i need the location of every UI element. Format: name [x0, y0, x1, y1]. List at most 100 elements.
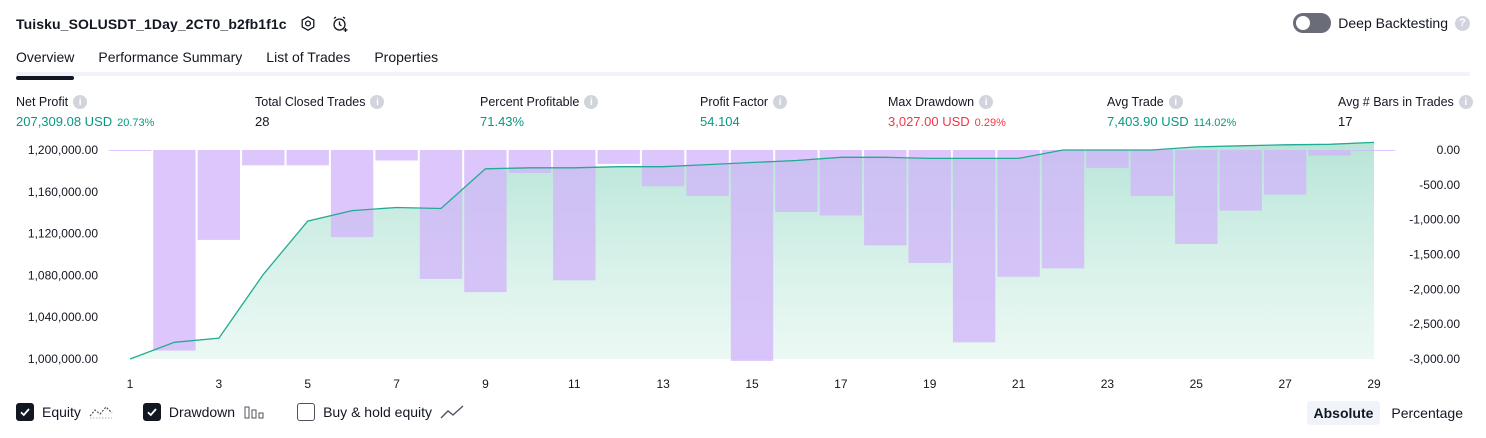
- metric-avg-bars: Avg # Bars in Trades i 17: [1338, 94, 1473, 129]
- add-alert-icon[interactable]: [329, 13, 351, 35]
- legend-equity[interactable]: Equity: [16, 403, 113, 421]
- equity-checkbox[interactable]: [16, 403, 34, 421]
- x-tick-label: 29: [1367, 377, 1381, 391]
- metric-percent: 20.73%: [117, 117, 155, 129]
- left-axis: 1,200,000.00 1,160,000.00 1,120,000.00 1,08…: [28, 143, 98, 366]
- info-icon[interactable]: i: [73, 95, 88, 109]
- x-tick-label: 13: [656, 377, 670, 391]
- metric-total-closed-trades: Total Closed Trades i 28: [255, 94, 385, 129]
- drawdown-bar: [197, 150, 240, 240]
- info-icon[interactable]: i: [370, 95, 385, 109]
- metric-label: Max Drawdown: [888, 95, 975, 109]
- chart-legend: Equity Drawdown Buy & hold equity: [16, 403, 464, 421]
- info-icon[interactable]: i: [1458, 95, 1473, 109]
- drawdown-bar: [153, 150, 196, 351]
- drawdown-bar: [641, 150, 685, 187]
- drawdown-bar: [908, 150, 951, 263]
- x-tick-label: 25: [1190, 377, 1204, 391]
- gear-icon[interactable]: [297, 13, 319, 35]
- metric-label: Percent Profitable: [480, 95, 580, 109]
- right-tick-label: -3,000.00: [1409, 352, 1460, 366]
- metric-label: Total Closed Trades: [255, 95, 366, 109]
- metric-value: 54.104: [700, 114, 740, 129]
- trend-line-icon: [440, 404, 464, 420]
- value-mode-switch: Absolute Percentage: [1306, 401, 1471, 425]
- x-tick-label: 23: [1101, 377, 1115, 391]
- help-icon[interactable]: ?: [1455, 15, 1470, 31]
- metric-value: 7,403.90 USD: [1107, 114, 1189, 129]
- drawdown-bar: [997, 150, 1040, 277]
- metric-label: Avg # Bars in Trades: [1338, 95, 1454, 109]
- equity-line-layer: [129, 141, 1375, 360]
- drawdown-bar: [864, 150, 907, 246]
- drawdown-bar: [730, 150, 774, 361]
- info-icon[interactable]: i: [1168, 95, 1183, 109]
- metric-max-drawdown: Max Drawdown i 3,027.00 USD 0.29%: [888, 94, 1006, 129]
- legend-buy-hold[interactable]: Buy & hold equity: [297, 403, 464, 421]
- legend-drawdown-label: Drawdown: [168, 404, 236, 420]
- metric-profit-factor: Profit Factor i 54.104: [700, 94, 788, 129]
- x-tick-label: 7: [393, 377, 400, 391]
- metric-label: Profit Factor: [700, 95, 769, 109]
- equity-line-icon: [89, 404, 113, 420]
- drawdown-bar: [419, 150, 463, 279]
- drawdown-checkbox[interactable]: [142, 403, 161, 421]
- tab-performance-summary[interactable]: Performance Summary: [98, 49, 243, 65]
- metric-net-profit: Net Profit i 207,309.08 USD 20.73%: [16, 94, 154, 129]
- x-axis: 1 3 5 7 9 11 13 15 17 19 21 23 25 27 29: [127, 377, 1381, 391]
- drawdown-bar: [597, 150, 640, 164]
- buy-hold-checkbox[interactable]: [297, 403, 316, 421]
- tab-bar: Overview Performance Summary List of Tra…: [16, 46, 1470, 80]
- metric-value: 17: [1338, 114, 1353, 129]
- left-tick-label: 1,200,000.00: [28, 143, 98, 157]
- equity-drawdown-chart[interactable]: 1,200,000.00 1,160,000.00 1,120,000.00 1,08…: [0, 140, 1486, 396]
- tab-properties[interactable]: Properties: [374, 49, 439, 65]
- absolute-button[interactable]: Absolute: [1306, 401, 1381, 425]
- metric-label: Net Profit: [16, 95, 69, 109]
- tab-list-of-trades[interactable]: List of Trades: [266, 49, 351, 65]
- metric-value: 71.43%: [480, 114, 525, 129]
- percentage-button[interactable]: Percentage: [1391, 405, 1463, 421]
- drawdown-bar: [375, 150, 418, 161]
- x-tick-label: 5: [304, 377, 311, 391]
- drawdown-bar: [464, 150, 507, 293]
- info-icon[interactable]: i: [979, 95, 994, 109]
- metric-percent-profitable: Percent Profitable i 71.43%: [480, 94, 599, 129]
- strategy-header: Tuisku_SOLUSDT_1Day_2CT0_b2fb1f1c: [16, 12, 351, 36]
- right-tick-label: -2,000.00: [1409, 282, 1460, 296]
- x-tick-label: 19: [923, 377, 937, 391]
- metric-value: 207,309.08 USD: [16, 114, 113, 129]
- drawdown-bar: [819, 150, 862, 216]
- check-icon: [20, 408, 30, 417]
- deep-backtesting-toggle[interactable]: [1293, 13, 1332, 33]
- drawdown-bar: [952, 150, 996, 343]
- metric-value: 3,027.00 USD: [888, 114, 970, 129]
- drawdown-bar: [330, 150, 374, 238]
- drawdown-bar: [1219, 150, 1262, 211]
- info-icon[interactable]: i: [773, 95, 788, 109]
- drawdown-bar: [242, 150, 285, 166]
- left-tick-label: 1,040,000.00: [28, 310, 98, 324]
- drawdown-bar: [1263, 150, 1307, 195]
- info-icon[interactable]: i: [584, 95, 599, 109]
- toggle-knob: [1296, 16, 1311, 30]
- bars-icon: [243, 404, 267, 420]
- tab-overview[interactable]: Overview: [16, 46, 75, 80]
- strategy-title: Tuisku_SOLUSDT_1Day_2CT0_b2fb1f1c: [16, 16, 287, 32]
- drawdown-bar: [686, 150, 729, 196]
- check-icon: [147, 408, 157, 417]
- drawdown-bar: [508, 150, 551, 173]
- legend-drawdown[interactable]: Drawdown: [142, 403, 267, 421]
- x-tick-label: 21: [1012, 377, 1026, 391]
- x-tick-label: 15: [745, 377, 759, 391]
- right-tick-label: 0.00: [1437, 143, 1461, 157]
- left-tick-label: 1,080,000.00: [28, 268, 98, 282]
- legend-equity-label: Equity: [42, 404, 81, 420]
- legend-buy-hold-label: Buy & hold equity: [323, 404, 433, 420]
- drawdown-bar: [1352, 150, 1396, 151]
- right-tick-label: -1,000.00: [1409, 213, 1460, 227]
- drawdown-bar: [1130, 150, 1173, 196]
- drawdown-bar: [1041, 150, 1085, 269]
- x-tick-label: 11: [568, 377, 581, 391]
- drawdown-bar: [1308, 150, 1351, 156]
